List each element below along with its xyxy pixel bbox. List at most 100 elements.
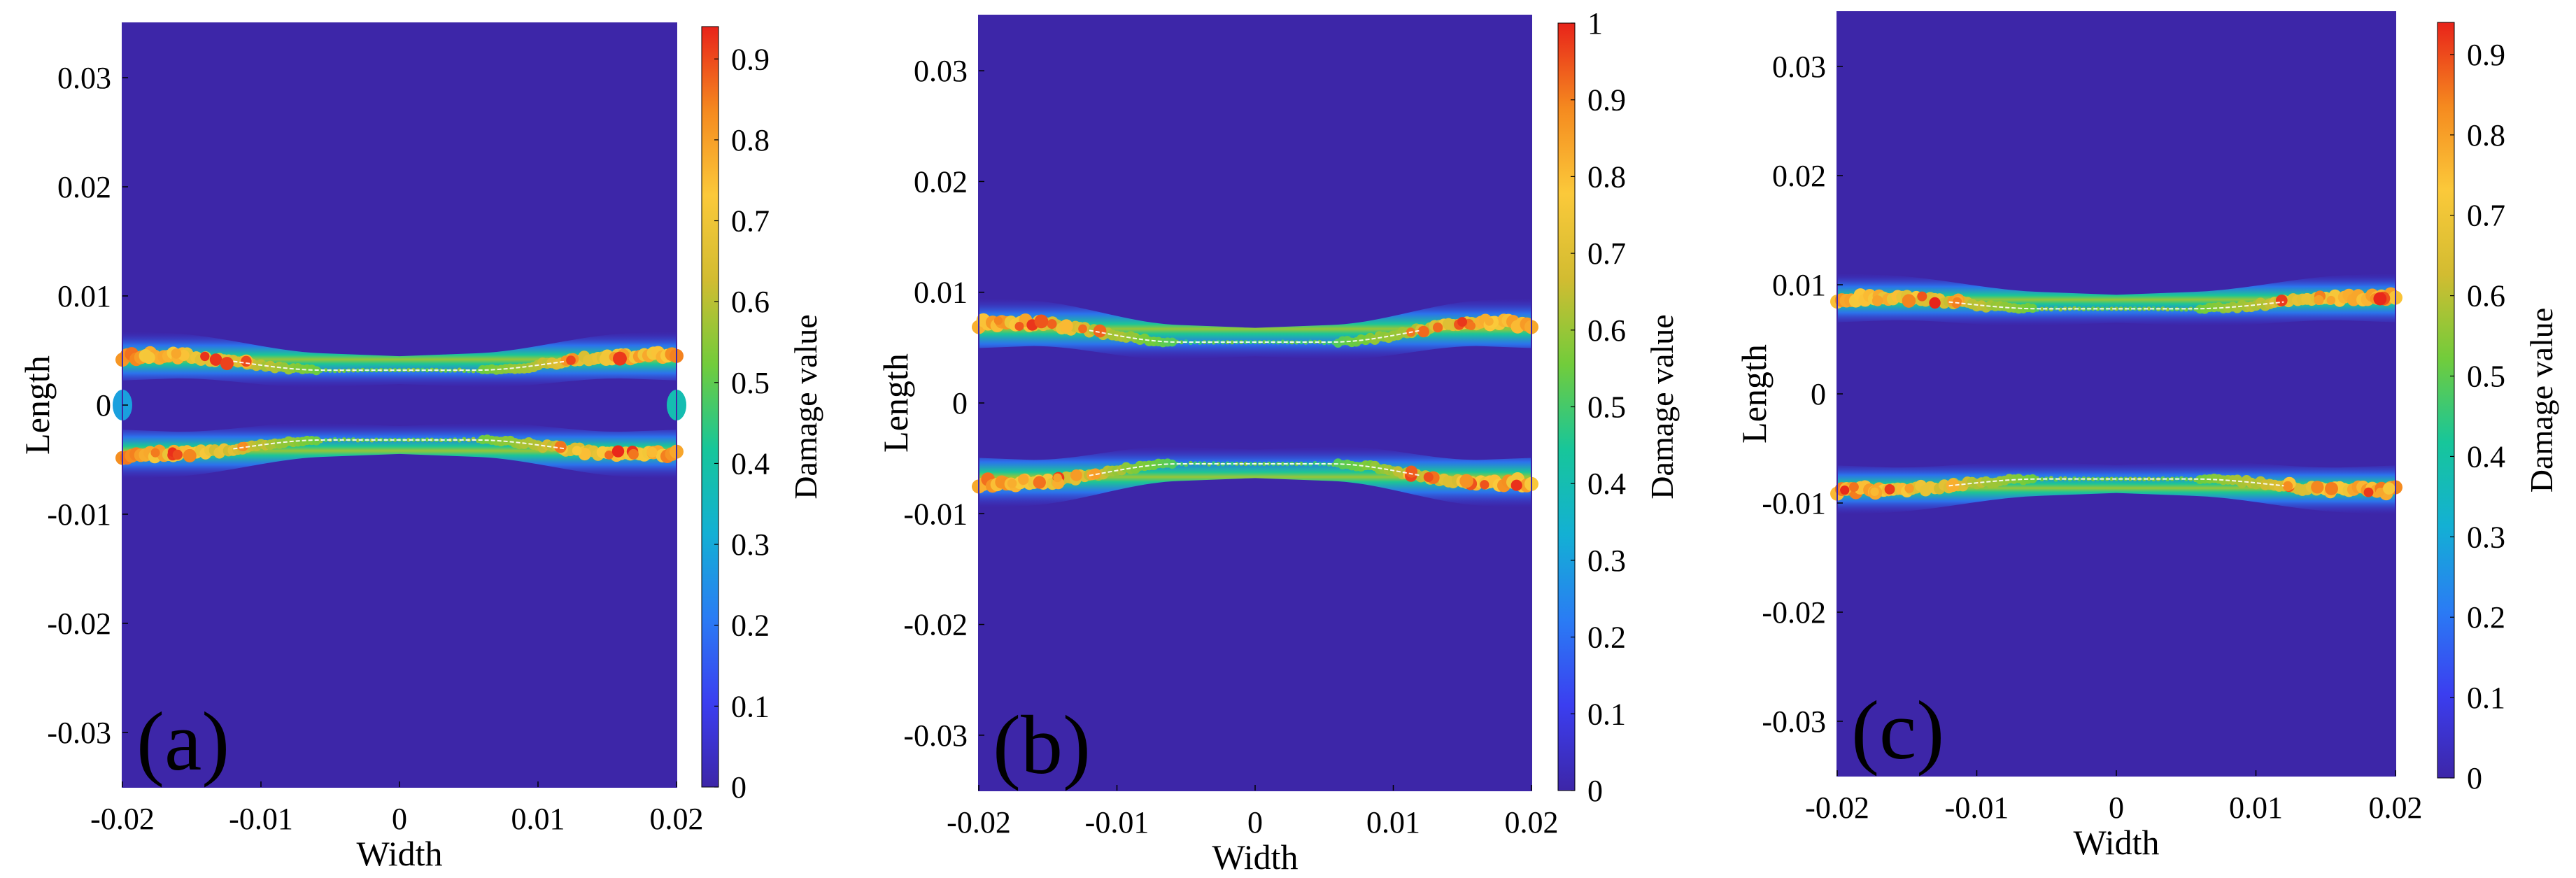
damage-hotspot: [241, 355, 252, 367]
damage-band-glow: [979, 446, 1531, 508]
damage-point: [411, 367, 416, 372]
colorbar-tick-label: 0.1: [2467, 681, 2505, 715]
colorbar-tick-label: 0.4: [731, 446, 770, 481]
damage-point: [2039, 306, 2044, 311]
damage-point: [2076, 476, 2081, 481]
damage-hotspot: [183, 448, 197, 462]
damage-hotspot: [2314, 295, 2324, 306]
x-tick-label: 0.01: [2229, 791, 2283, 825]
y-tick-label: -0.02: [1762, 595, 1826, 630]
damage-hotspot: [1929, 297, 1941, 309]
damage-hotspot: [2275, 295, 2288, 306]
damage-point: [2128, 476, 2132, 481]
damage-hotspot: [237, 442, 246, 451]
y-tick-label: -0.03: [1762, 704, 1826, 739]
damage-hotspot: [209, 353, 222, 366]
damage-hotspot: [1432, 322, 1443, 333]
x-tick-label: 0.02: [2369, 791, 2423, 825]
heatmap-chart-c: -0.02 -0.01 0 0.01 0.02 0.03 0.02 0.01 0 -0.01 -0.…: [1734, 11, 2559, 862]
x-tick-label: -0.01: [1945, 791, 2009, 825]
damage-hotspot: [1904, 483, 1914, 493]
colorbar-tick-label: 0.4: [1587, 467, 1626, 501]
panel-label: (c): [1851, 684, 1944, 777]
crack-line: [233, 360, 566, 371]
colorbar-tick-label: 0.9: [731, 42, 770, 76]
damage-hotspot: [1093, 324, 1107, 338]
x-tick-label: -0.02: [947, 805, 1011, 840]
y-tick-label: -0.02: [47, 607, 111, 641]
damage-hotspot: [646, 446, 658, 458]
damage-hotspot: [1917, 291, 1927, 302]
colorbar-tick-label: 0.9: [2467, 38, 2505, 72]
x-tick-label: 0: [1247, 805, 1263, 840]
colorbar-tick-label: 0.3: [2467, 520, 2505, 554]
damage-hotspot: [2311, 481, 2324, 494]
damage-hotspot: [566, 355, 576, 365]
x-tick-label: 0.02: [1505, 805, 1559, 840]
damage-point: [2109, 306, 2114, 311]
x-tick-label: 0.02: [650, 802, 704, 836]
damage-hotspot: [1870, 487, 1879, 497]
y-tick-label: 0.03: [1772, 50, 1826, 84]
panel-a: -0.02 -0.01 0 0.01 0.02 0.03 0.02 0.01 0 -0.01 -0.…: [0, 0, 858, 878]
damage-hotspot: [554, 441, 567, 453]
x-tick-label: 0: [2109, 791, 2124, 825]
damage-hotspot: [1417, 325, 1429, 338]
damage-point: [1312, 339, 1317, 344]
y-tick-label: -0.03: [47, 716, 111, 750]
damage-band-1: [972, 298, 1538, 360]
colorbar-tick-label: 0.7: [1587, 236, 1626, 271]
damage-hotspot: [1871, 295, 1883, 306]
damage-point: [392, 437, 397, 442]
y-tick-label: -0.01: [47, 497, 111, 532]
damage-hotspot: [1884, 483, 1895, 495]
damage-point: [1230, 340, 1235, 345]
damage-point: [374, 368, 378, 373]
y-tick-label: 0.01: [1772, 268, 1826, 302]
damage-hotspot: [2373, 292, 2387, 306]
panel-c: -0.02 -0.01 0 0.01 0.02 0.03 0.02 0.01 0 -0.01 -0.…: [1717, 0, 2575, 878]
colorbar-tick-label: 0.5: [2467, 360, 2505, 394]
colorbar-tick-label: 0.6: [731, 285, 770, 319]
x-tick-label: -0.01: [1085, 805, 1149, 840]
damage-hotspot: [1952, 297, 1962, 307]
heatmap-chart-b: -0.02 -0.01 0 0.01 0.02 0.03 0.02 0.01 0 -0.01 -0.…: [876, 6, 1680, 877]
damage-point: [1266, 339, 1271, 344]
damage-point: [355, 368, 360, 373]
damage-point: [2128, 306, 2132, 311]
damage-hotspot: [2326, 295, 2336, 305]
y-tick-label: 0: [96, 388, 111, 423]
damage-hotspot: [172, 449, 183, 460]
y-tick-label: 0.03: [57, 61, 111, 95]
damage-point: [444, 438, 448, 443]
damage-point: [2095, 476, 2100, 481]
damage-point: [332, 437, 337, 441]
damage-point: [1280, 339, 1285, 344]
damage-hotspot: [1014, 322, 1024, 331]
damage-point: [311, 436, 321, 446]
x-tick-label: 0.01: [511, 802, 565, 836]
damage-point: [1280, 461, 1285, 466]
damage-hotspot: [1059, 319, 1073, 333]
damage-point: [2146, 306, 2151, 311]
colorbar-tick-label: 0.6: [2467, 279, 2505, 313]
damage-hotspot: [1047, 319, 1057, 330]
damage-hotspot: [1053, 473, 1062, 483]
colorbar-tick-label: 0.4: [2467, 439, 2505, 474]
y-tick-label: 0.01: [57, 279, 111, 313]
damage-band-glow: [122, 331, 677, 388]
damage-band-2: [115, 423, 684, 479]
damage-point: [425, 368, 430, 373]
damage-hotspot: [1034, 314, 1049, 329]
x-tick-label: -0.01: [229, 802, 293, 836]
colorbar-tick-label: 0.6: [1587, 313, 1626, 348]
damage-band-1: [1830, 273, 2402, 326]
damage-hotspot: [1840, 485, 1850, 495]
panel-b: -0.02 -0.01 0 0.01 0.02 0.03 0.02 0.01 0 -0.01 -0.…: [858, 0, 1717, 878]
damage-point: [406, 367, 411, 372]
damage-hotspot: [1018, 474, 1029, 486]
damage-hotspot: [1457, 317, 1468, 327]
damage-point: [2095, 306, 2100, 311]
damage-hotspot: [2363, 487, 2374, 497]
